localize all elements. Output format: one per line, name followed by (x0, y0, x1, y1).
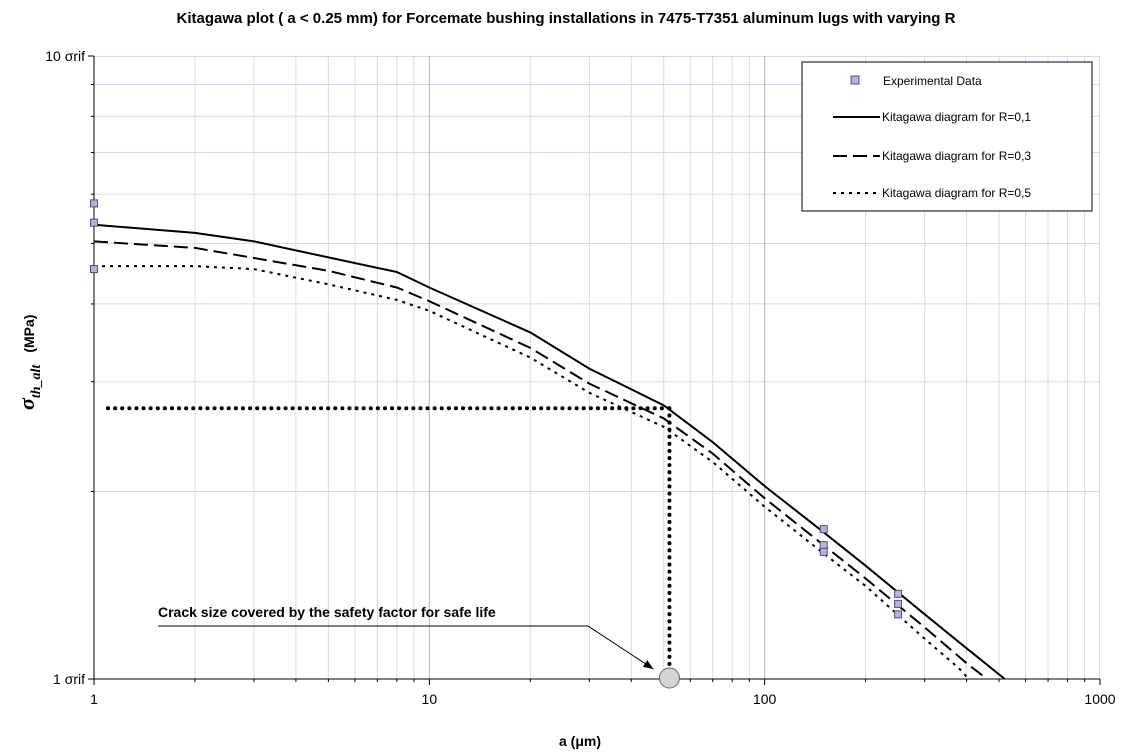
legend-item-kitagawa-diagram-for-r-0-5-label: Kitagawa diagram for R=0,5 (882, 186, 1031, 200)
annotation: Crack size covered by the safety factor … (158, 604, 680, 689)
y-axis-label: σth_alt (MPa) (14, 315, 44, 410)
x-tick-label: 10 (422, 691, 438, 707)
experimental-data-marker (894, 610, 903, 619)
legend-item-experimental-data-swatch (850, 75, 860, 85)
legend-item-experimental-data-label: Experimental Data (883, 74, 982, 88)
annotation-leader-line (158, 625, 654, 670)
y-axis-label-symbol: σ (14, 397, 39, 410)
reference-lines (106, 406, 672, 673)
legend: Experimental Data Kitagawa diagram for R=… (801, 61, 1093, 212)
experimental-data-marker (819, 541, 828, 550)
y-axis-label-subscript: th_alt (29, 364, 44, 399)
annotation-text: Crack size covered by the safety factor … (158, 604, 496, 620)
experimental-data-marker (90, 265, 98, 274)
y-axis-label-unit: (MPa) (21, 315, 37, 353)
legend-box (801, 61, 1093, 212)
x-tick-label: 100 (753, 691, 777, 707)
experimental-data-marker (894, 589, 903, 598)
y-axis-label-text: σth_alt (MPa) (14, 315, 44, 410)
experimental-markers (90, 199, 903, 619)
legend-item-kitagawa-diagram-for-r-0-1-label: Kitagawa diagram for R=0,1 (882, 110, 1031, 124)
legend-item-kitagawa-diagram-for-r-0-3-label: Kitagawa diagram for R=0,3 (882, 149, 1031, 163)
experimental-data-marker (819, 547, 828, 556)
x-axis-label: a (μm) (559, 733, 601, 749)
x-tick-label: 1 (90, 691, 98, 707)
series-line-kitagawa-diagram-for-r-0-5 (94, 265, 971, 679)
y-tick-label: 10 σrif (45, 48, 85, 64)
x-axis-label-text: a (μm) (559, 733, 601, 749)
experimental-data-marker (819, 525, 828, 534)
experimental-data-marker (90, 199, 98, 208)
annotation-arrowhead (642, 660, 654, 669)
axis-ticks: 1 10 100 1000 1 σrif 10 σrif (45, 48, 1116, 707)
chart-title: Kitagawa plot ( a < 0.25 mm) for Forcema… (176, 10, 956, 27)
x-tick-label: 1000 (1084, 691, 1115, 707)
y-tick-label: 1 σrif (53, 671, 85, 687)
experimental-data-marker (90, 218, 98, 227)
crack-size-marker (658, 667, 680, 689)
experimental-data-marker (894, 599, 903, 608)
